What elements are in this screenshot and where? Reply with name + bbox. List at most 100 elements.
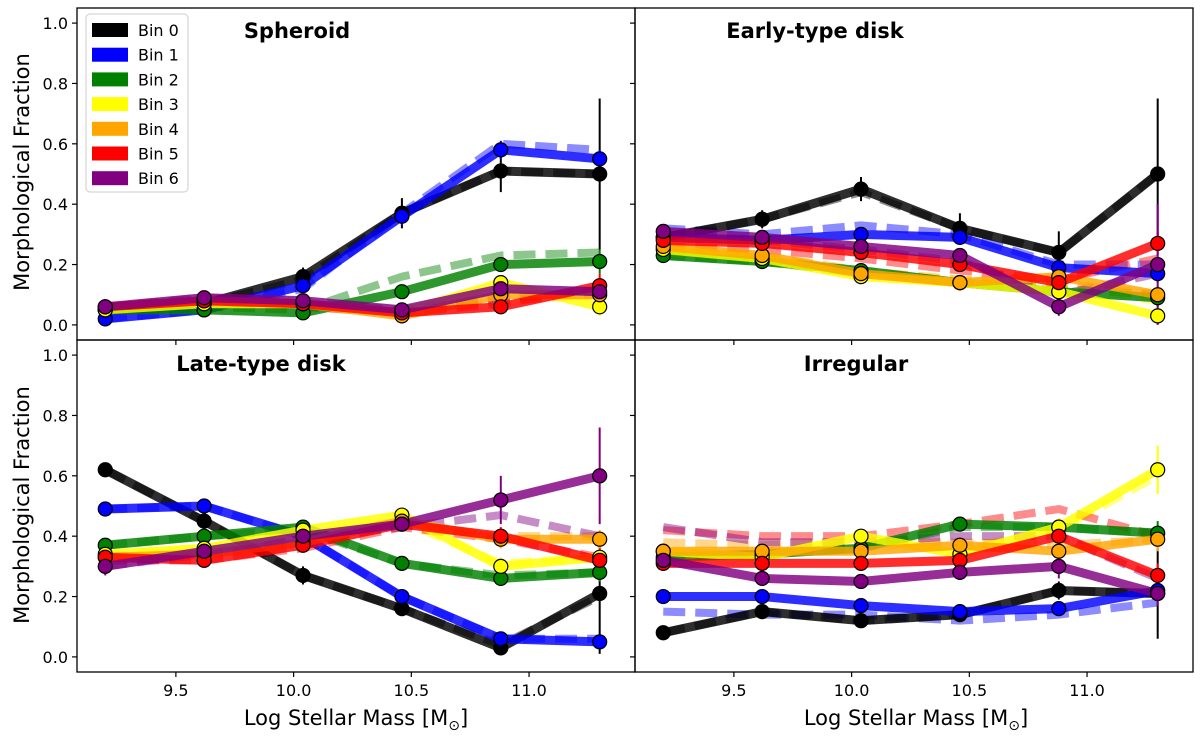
data-point	[952, 275, 968, 291]
panel-spheroid: 0.0 0.2 0.4 0.6 0.8 1.0 Spheroid	[43, 7, 636, 345]
y-tick-label: 0.8	[43, 74, 68, 93]
data-point	[754, 604, 770, 620]
data-point	[952, 229, 968, 245]
panel-frame	[634, 339, 1194, 673]
data-point	[295, 278, 311, 294]
legend-label: Bin 5	[138, 145, 179, 164]
legend-label: Bin 3	[138, 95, 179, 114]
plot-area	[655, 445, 1166, 641]
data-point	[394, 284, 410, 300]
panel-title: Early-type disk	[726, 19, 905, 43]
data-point	[493, 558, 509, 574]
y-tick-label: 0.8	[43, 406, 68, 425]
y-tick-label: 0.4	[43, 527, 68, 546]
x-tick-label: 10.5	[952, 681, 988, 700]
legend-swatch	[92, 171, 128, 186]
legend-swatch	[92, 47, 128, 62]
model-line-bin-6	[662, 523, 1160, 583]
data-point	[1150, 308, 1166, 324]
data-point	[493, 299, 509, 315]
data-point	[295, 567, 311, 584]
data-point	[493, 142, 509, 158]
model-line-bin-4	[663, 535, 1158, 550]
data-point	[97, 299, 113, 315]
y-tick-label: 0.2	[43, 256, 68, 275]
data-point	[1051, 558, 1067, 574]
data-point	[592, 552, 608, 568]
data-point	[853, 528, 869, 544]
x-tick-label: 9.5	[163, 681, 188, 700]
data-point	[394, 302, 410, 318]
data-point	[1150, 235, 1166, 252]
data-line-bin-1	[105, 501, 600, 647]
data-point	[592, 151, 608, 167]
data-point	[754, 570, 770, 587]
y-tick-label: 0.0	[43, 316, 68, 335]
legend-label: Bin 6	[138, 169, 179, 188]
data-line-bin-6	[104, 284, 600, 315]
data-line-bin-0	[662, 170, 1161, 257]
x-tick-label: 11.0	[1069, 681, 1105, 700]
data-point	[196, 513, 212, 529]
y-tick-label: 1.0	[43, 14, 68, 33]
plot-area	[97, 98, 608, 327]
model-line-bin-5	[663, 242, 1159, 284]
data-point	[196, 498, 212, 514]
legend-swatch	[92, 146, 128, 161]
data-point	[196, 290, 212, 306]
data-point	[853, 181, 869, 197]
data-point	[655, 223, 671, 239]
legend-label: Bin 4	[138, 120, 179, 139]
data-point	[196, 543, 212, 559]
data-point	[853, 597, 869, 614]
data-point	[592, 253, 608, 270]
data-point	[394, 588, 410, 605]
data-point	[754, 211, 770, 227]
data-point	[97, 501, 113, 517]
data-point	[1051, 275, 1067, 291]
data-point	[592, 634, 608, 650]
data-point	[97, 462, 113, 478]
data-point	[853, 266, 869, 282]
data-point	[295, 528, 311, 544]
x-axis-label-left: Log Stellar Mass [M⊙]	[244, 706, 468, 734]
data-point	[952, 537, 968, 553]
data-point	[655, 588, 671, 605]
data-point	[1150, 256, 1166, 273]
data-point	[853, 613, 869, 629]
x-tick-label: 9.5	[721, 681, 746, 700]
data-point	[1150, 462, 1166, 478]
data-point	[394, 208, 410, 224]
data-point	[592, 468, 608, 484]
data-point	[1150, 567, 1166, 584]
data-point	[1150, 166, 1166, 182]
data-line-bin-0	[662, 586, 1158, 638]
data-point	[493, 281, 509, 297]
legend-swatch	[92, 97, 128, 112]
data-point	[493, 631, 509, 647]
data-point	[1051, 528, 1067, 544]
data-point	[1150, 585, 1166, 602]
data-point	[592, 166, 608, 182]
data-point	[1051, 543, 1067, 559]
y-tick-label: 0.6	[43, 467, 68, 486]
data-point	[952, 564, 968, 581]
data-point	[1051, 299, 1067, 315]
data-line-bin-6	[104, 471, 601, 571]
data-point	[493, 163, 509, 179]
data-point	[592, 585, 608, 602]
y-tick-label: 0.2	[43, 588, 68, 607]
legend-swatch	[92, 121, 128, 136]
data-point	[1150, 531, 1166, 547]
panel-title: Spheroid	[244, 19, 350, 43]
data-point	[853, 573, 869, 590]
legend-label: Bin 2	[138, 70, 179, 89]
data-point	[853, 238, 869, 255]
data-line-bin-4	[663, 534, 1159, 556]
data-point	[655, 625, 671, 641]
data-point	[1051, 582, 1067, 599]
panels-layer: 0.0 0.2 0.4 0.6 0.8 1.0 Spheroid Early-type dis…	[43, 7, 1194, 700]
x-tick-label: 10.0	[834, 681, 870, 700]
data-point	[394, 516, 410, 532]
